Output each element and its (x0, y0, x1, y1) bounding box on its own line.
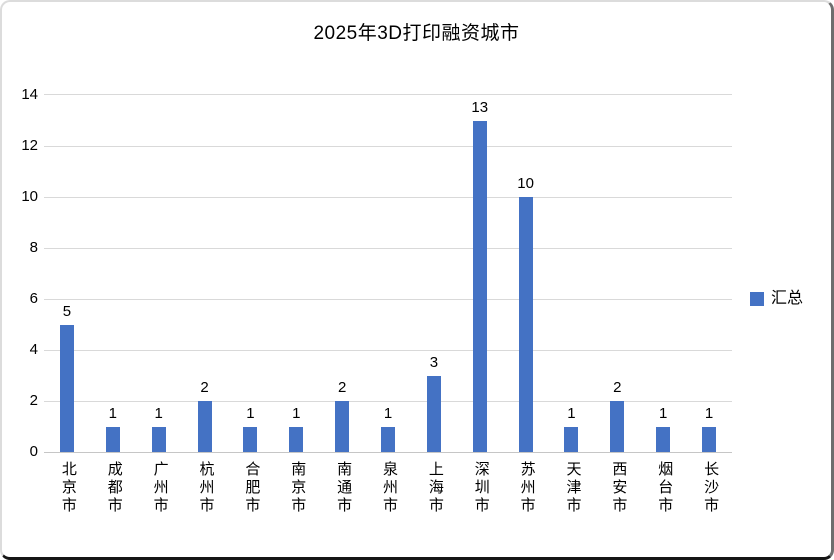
bar-合肥市 (243, 426, 258, 452)
bar-value-label-烟台市: 1 (659, 404, 668, 422)
x-tick-label-杭州市: 杭州市 (197, 461, 215, 515)
bar-value-label-天津市: 1 (567, 404, 576, 422)
bar-北京市 (59, 324, 74, 452)
bar-泉州市 (381, 426, 395, 452)
bar-广州市 (151, 426, 166, 452)
legend: 汇总 (750, 291, 803, 307)
bar-value-label-上海市: 3 (429, 353, 439, 371)
bar-value-label-杭州市: 2 (200, 379, 209, 396)
bar-苏州市 (518, 197, 533, 452)
bar-value-label-北京市: 5 (62, 302, 72, 320)
x-tick-label-南京市: 南京市 (289, 461, 307, 515)
bar-西安市 (610, 401, 625, 452)
x-tick-label-西安市: 西安市 (610, 461, 628, 515)
x-tick-label-深圳市: 深圳市 (472, 461, 490, 515)
x-tick-label-北京市: 北京市 (59, 461, 77, 515)
x-tick-label-长沙市: 长沙市 (702, 461, 720, 515)
bar-value-label-长沙市: 1 (704, 404, 714, 422)
bar-value-label-合肥市: 1 (246, 404, 255, 422)
x-tick-label-南通市: 南通市 (335, 461, 353, 515)
y-tick-label-4: 4 (29, 341, 38, 358)
legend-swatch-icon (750, 292, 764, 306)
bar-上海市 (426, 375, 441, 452)
x-tick-label-泉州市: 泉州市 (381, 461, 398, 515)
bar-value-label-西安市: 2 (613, 379, 622, 396)
y-tick-label-12: 12 (21, 137, 38, 154)
bar-value-label-泉州市: 1 (383, 404, 393, 422)
y-tick-label-8: 8 (29, 239, 38, 256)
y-tick-label-10: 10 (21, 188, 38, 205)
bar-天津市 (564, 426, 579, 452)
gridline-4 (44, 350, 732, 351)
plot-area: 0 2 4 6 8 10 12 14 5 1 1 2 1 1 2 1 3 13 10 1 2 1 1 北京市 成都市 广州市杭… (21, 87, 732, 515)
bar-value-label-苏州市: 10 (517, 175, 534, 192)
bar-value-label-成都市: 1 (108, 404, 117, 422)
gridline-14 (44, 94, 732, 95)
bar-value-label-深圳市: 13 (471, 98, 489, 116)
gridline-10 (44, 197, 732, 198)
y-tick-label-2: 2 (29, 392, 38, 409)
x-tick-label-烟台市: 烟台市 (656, 461, 674, 515)
x-tick-label-广州市: 广州市 (151, 461, 169, 515)
x-axis-line (44, 452, 732, 453)
x-tick-label-合肥市: 合肥市 (243, 461, 261, 515)
x-tick-label-成都市: 成都市 (105, 461, 123, 515)
bar-value-label-广州市: 1 (154, 404, 163, 422)
bar-南通市 (335, 401, 350, 452)
gridline-2 (44, 401, 732, 402)
bar-成都市 (105, 426, 120, 452)
y-tick-label-6: 6 (29, 290, 38, 307)
bar-烟台市 (656, 426, 671, 452)
bar-杭州市 (197, 401, 212, 452)
bar-南京市 (289, 426, 304, 452)
bar-value-label-南京市: 1 (292, 404, 301, 422)
bar-value-label-南通市: 2 (337, 379, 347, 396)
bar-深圳市 (472, 120, 487, 452)
legend-label: 汇总 (771, 290, 804, 307)
gridline-6 (44, 299, 732, 300)
gridline-8 (44, 248, 732, 249)
gridline-12 (44, 146, 732, 147)
y-tick-label-0: 0 (29, 443, 38, 460)
x-tick-label-苏州市: 苏州市 (518, 461, 536, 515)
bar-长沙市 (702, 426, 717, 452)
y-tick-label-14: 14 (21, 86, 38, 103)
chart-title: 2025年3D打印融资城市 (313, 23, 520, 44)
x-tick-label-上海市: 上海市 (426, 461, 444, 515)
x-tick-label-天津市: 天津市 (564, 461, 582, 515)
